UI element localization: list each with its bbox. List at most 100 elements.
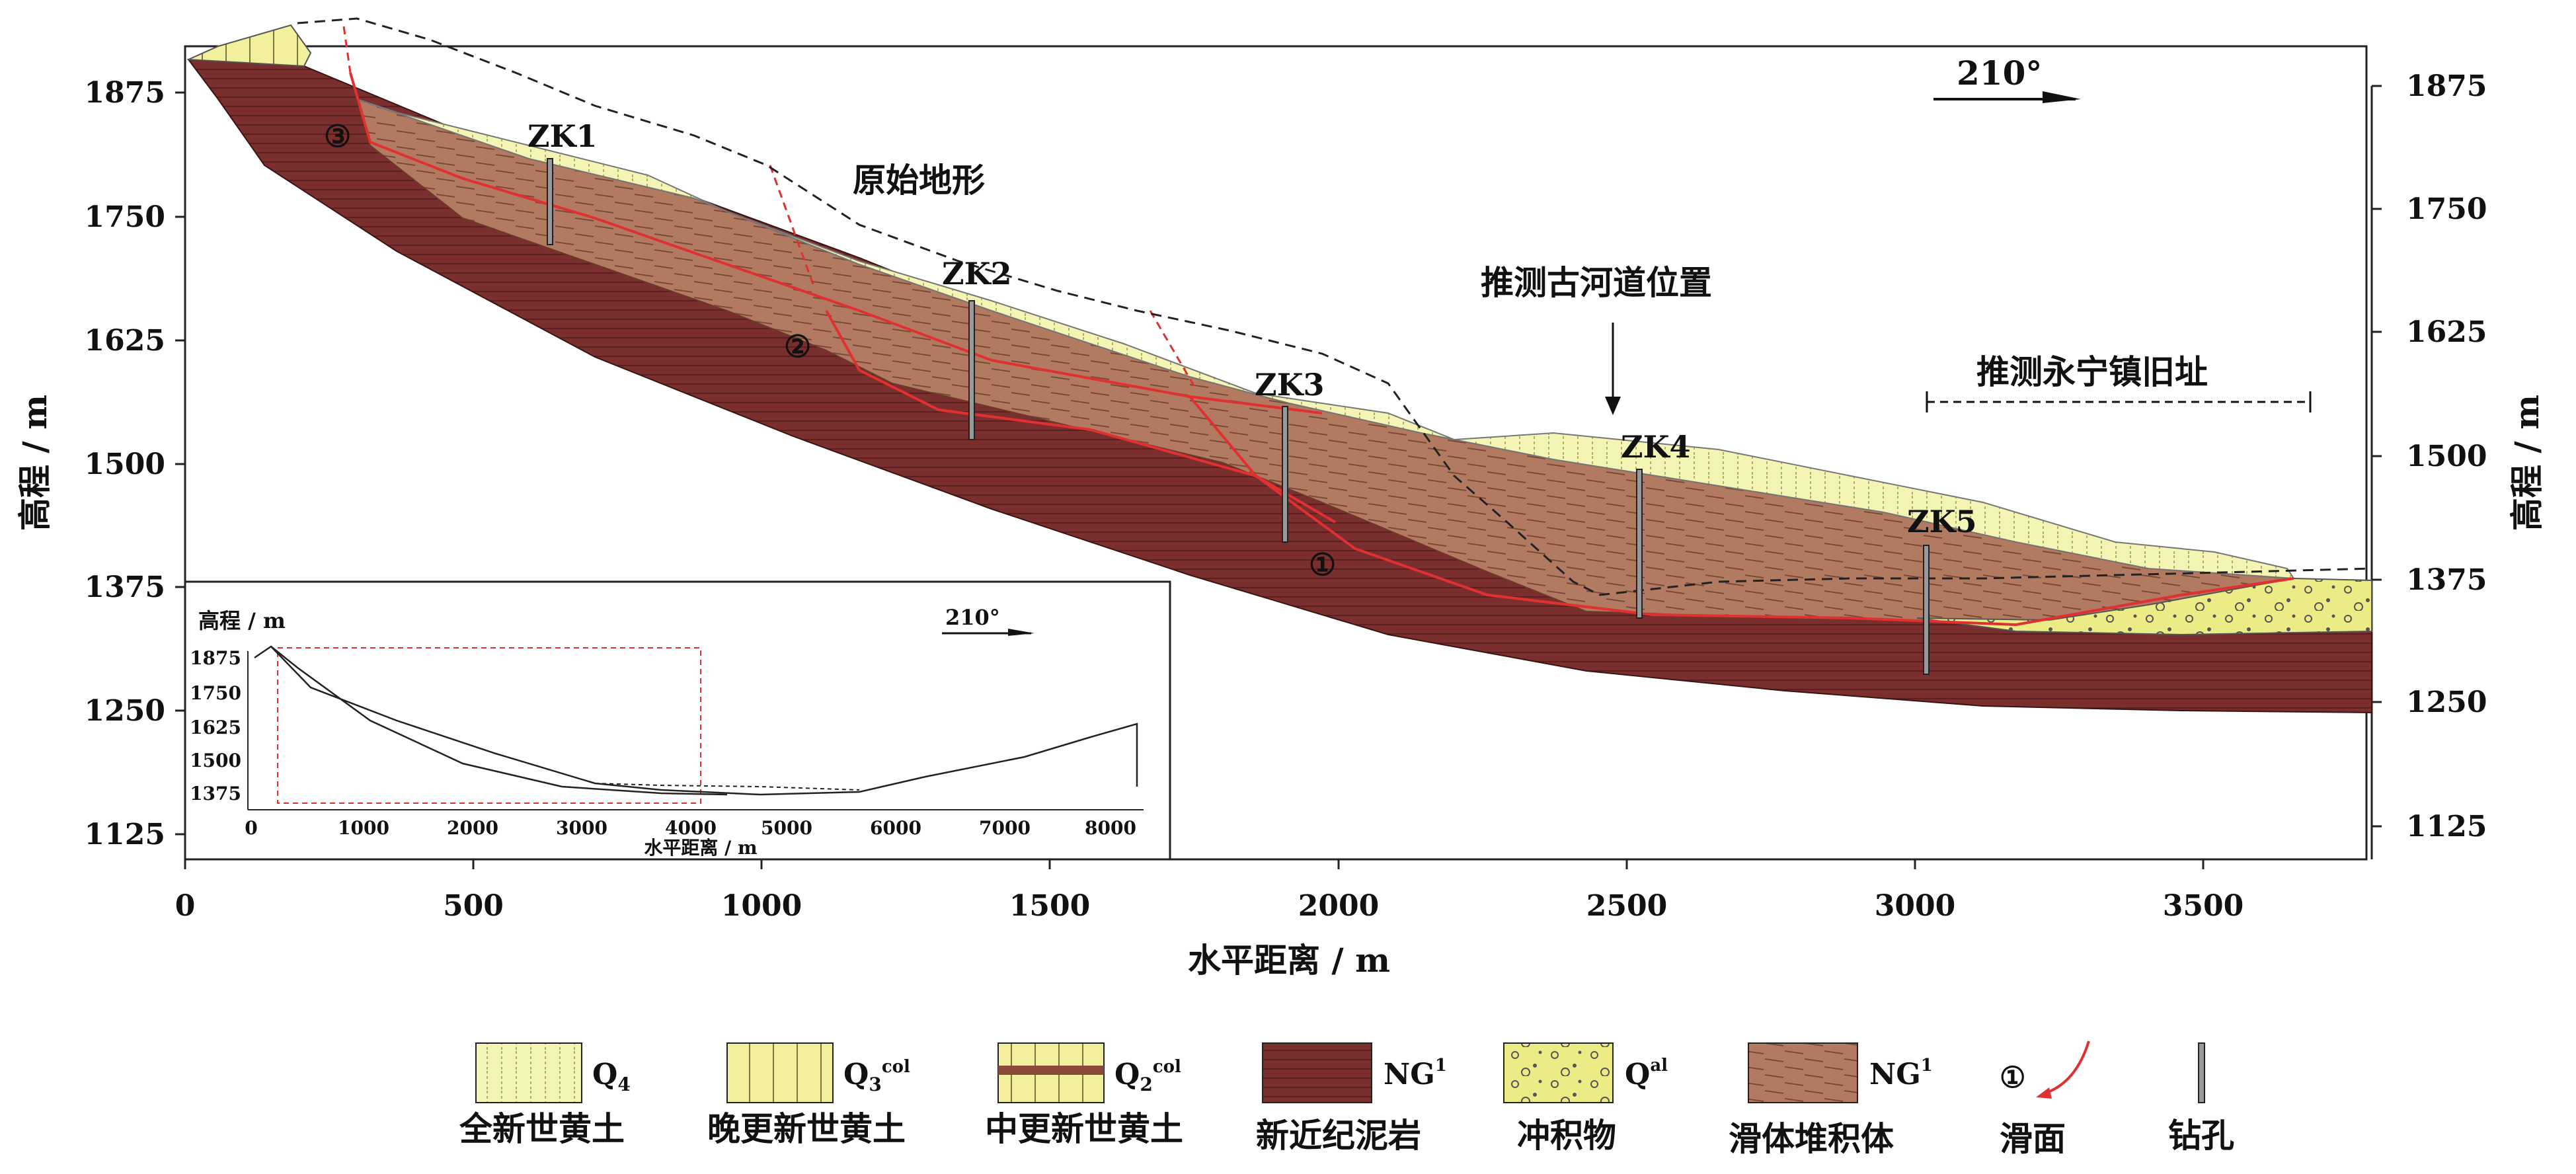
left-tick-1125: 1125 xyxy=(85,818,165,851)
legend-item-mudstone: NG1 新近纪泥岩 xyxy=(1256,1042,1447,1155)
x-tick-2000: 2000 xyxy=(1298,889,1379,923)
inset-focus-box xyxy=(277,647,701,804)
svg-text:4000: 4000 xyxy=(665,817,717,839)
svg-text:0: 0 xyxy=(245,817,257,839)
inset-profile-upper xyxy=(254,645,1138,796)
x-tick-3000: 3000 xyxy=(1875,889,1955,923)
svg-text:7000: 7000 xyxy=(979,817,1031,839)
slip-marker-1: ① xyxy=(1309,547,1336,582)
svg-text:NG1: NG1 xyxy=(1384,1056,1447,1091)
slip-surface-2 xyxy=(825,310,1337,524)
q4-loess-layer xyxy=(356,98,2295,580)
svg-text:2000: 2000 xyxy=(447,817,498,839)
left-tick-1250: 1250 xyxy=(85,694,165,728)
svg-text:①: ① xyxy=(2000,1061,2025,1095)
borehole-label-zk1: ZK1 xyxy=(527,118,598,154)
borehole-zk2 xyxy=(968,300,975,440)
svg-text:滑面: 滑面 xyxy=(2000,1119,2066,1158)
original-terrain-label: 原始地形 xyxy=(853,161,985,200)
legend: Q4 全新世黄土 Q3col 晚更新世黄土 Q2col 中更新世黄土 NG1 新… xyxy=(459,1040,2234,1158)
right-tick-1375: 1375 xyxy=(2406,563,2487,597)
paleo-river-label: 推测古河道位置 xyxy=(1481,263,1712,302)
left-tick-1500: 1500 xyxy=(85,448,165,481)
svg-text:5000: 5000 xyxy=(761,817,812,839)
left-tick-1625: 1625 xyxy=(85,324,165,358)
old-town-label: 推测永宁镇旧址 xyxy=(1976,352,2208,391)
inset-profile-lower xyxy=(270,646,728,796)
right-tick-1250: 1250 xyxy=(2406,685,2487,719)
slip-marker-3: ③ xyxy=(324,118,351,154)
borehole-label-zk2: ZK2 xyxy=(942,256,1012,292)
svg-text:滑体堆积体: 滑体堆积体 xyxy=(1729,1119,1894,1158)
svg-text:6000: 6000 xyxy=(870,817,921,839)
svg-text:1625: 1625 xyxy=(190,717,241,738)
inset-x-label: 水平距离 / m xyxy=(644,837,757,859)
legend-item-slip-surface: ① 滑面 xyxy=(2000,1040,2090,1158)
borehole-zk1 xyxy=(547,158,553,245)
borehole-zk4 xyxy=(1636,469,1643,619)
left-tick-1750: 1750 xyxy=(85,200,165,234)
x-tick-1500: 1500 xyxy=(1009,889,1090,923)
inset-y-label: 高程 / m xyxy=(198,608,286,633)
bottom-axis: 0 500 1000 1500 2000 2500 3000 3500 xyxy=(175,859,2244,923)
svg-text:Qal: Qal xyxy=(1625,1056,1668,1091)
borehole-zk3 xyxy=(1282,406,1288,543)
borehole-label-zk5: ZK5 xyxy=(1907,504,1977,539)
right-tick-1625: 1625 xyxy=(2406,315,2487,349)
legend-item-alluvium: Qal 冲积物 xyxy=(1503,1042,1668,1155)
svg-text:1750: 1750 xyxy=(190,682,241,704)
svg-text:1000: 1000 xyxy=(338,817,389,839)
legend-item-borehole: 钻孔 xyxy=(2168,1042,2234,1155)
slip-surface-1 xyxy=(1189,395,2294,627)
inset-direction-label: 210° xyxy=(945,605,1000,630)
left-axis: 1875 1750 1625 1500 1375 1250 1125 xyxy=(85,76,185,851)
inset-panel: 高程 / m 210° 1875 1750 1625 1500 1375 0 1… xyxy=(184,580,1171,861)
x-tick-3500: 3500 xyxy=(2163,889,2244,923)
svg-text:8000: 8000 xyxy=(1085,817,1136,839)
svg-text:新近纪泥岩: 新近纪泥岩 xyxy=(1256,1116,1421,1155)
left-tick-1375: 1375 xyxy=(85,570,165,604)
svg-text:1375: 1375 xyxy=(190,783,241,804)
svg-text:晚更新世黄土: 晚更新世黄土 xyxy=(707,1109,906,1148)
q3-loess-crest xyxy=(188,24,312,67)
legend-item-q2: Q2col 中更新世黄土 xyxy=(985,1042,1183,1148)
legend-item-q3: Q3col 晚更新世黄土 xyxy=(707,1042,910,1148)
x-tick-0: 0 xyxy=(175,889,196,923)
direction-arrowhead xyxy=(2043,91,2081,103)
slip-marker-2: ② xyxy=(784,329,811,364)
right-axis: 1875 1750 1625 1500 1375 1250 1125 xyxy=(2372,69,2487,843)
svg-text:钻孔: 钻孔 xyxy=(2168,1116,2234,1155)
svg-text:冲积物: 冲积物 xyxy=(1517,1116,1616,1155)
borehole-zk5 xyxy=(1923,545,1930,675)
svg-text:Q3col: Q3col xyxy=(843,1057,910,1095)
svg-text:中更新世黄土: 中更新世黄土 xyxy=(985,1109,1183,1148)
x-tick-2500: 2500 xyxy=(1586,889,1667,923)
y-axis-label-right: 高程 / m xyxy=(2507,395,2546,531)
svg-text:1500: 1500 xyxy=(190,750,241,771)
slip-scarp-upper xyxy=(342,26,1198,391)
right-tick-1500: 1500 xyxy=(2406,440,2487,473)
slip-surface-3 xyxy=(349,72,1323,414)
right-tick-1750: 1750 xyxy=(2406,192,2487,226)
left-tick-1875: 1875 xyxy=(85,76,165,110)
legend-item-slide-mass: NG1 滑体堆积体 xyxy=(1729,1042,1933,1158)
right-tick-1875: 1875 xyxy=(2406,69,2487,103)
x-tick-500: 500 xyxy=(443,889,504,923)
svg-text:全新世黄土: 全新世黄土 xyxy=(459,1109,625,1148)
borehole-label-zk4: ZK4 xyxy=(1621,429,1691,465)
svg-text:1875: 1875 xyxy=(190,647,241,669)
x-tick-1000: 1000 xyxy=(721,889,802,923)
svg-text:3000: 3000 xyxy=(556,817,607,839)
svg-text:Q4: Q4 xyxy=(592,1058,631,1095)
svg-text:NG1: NG1 xyxy=(1869,1056,1933,1091)
original-terrain-line xyxy=(297,17,2372,596)
y-axis-label-left: 高程 / m xyxy=(15,395,54,531)
direction-label: 210° xyxy=(1957,54,2042,93)
borehole-label-zk3: ZK3 xyxy=(1255,367,1325,403)
x-axis-label: 水平距离 / m xyxy=(1188,941,1390,980)
paleo-river-arrowhead xyxy=(1605,397,1621,415)
right-tick-1125: 1125 xyxy=(2406,810,2487,843)
plot-frame xyxy=(184,45,2368,861)
